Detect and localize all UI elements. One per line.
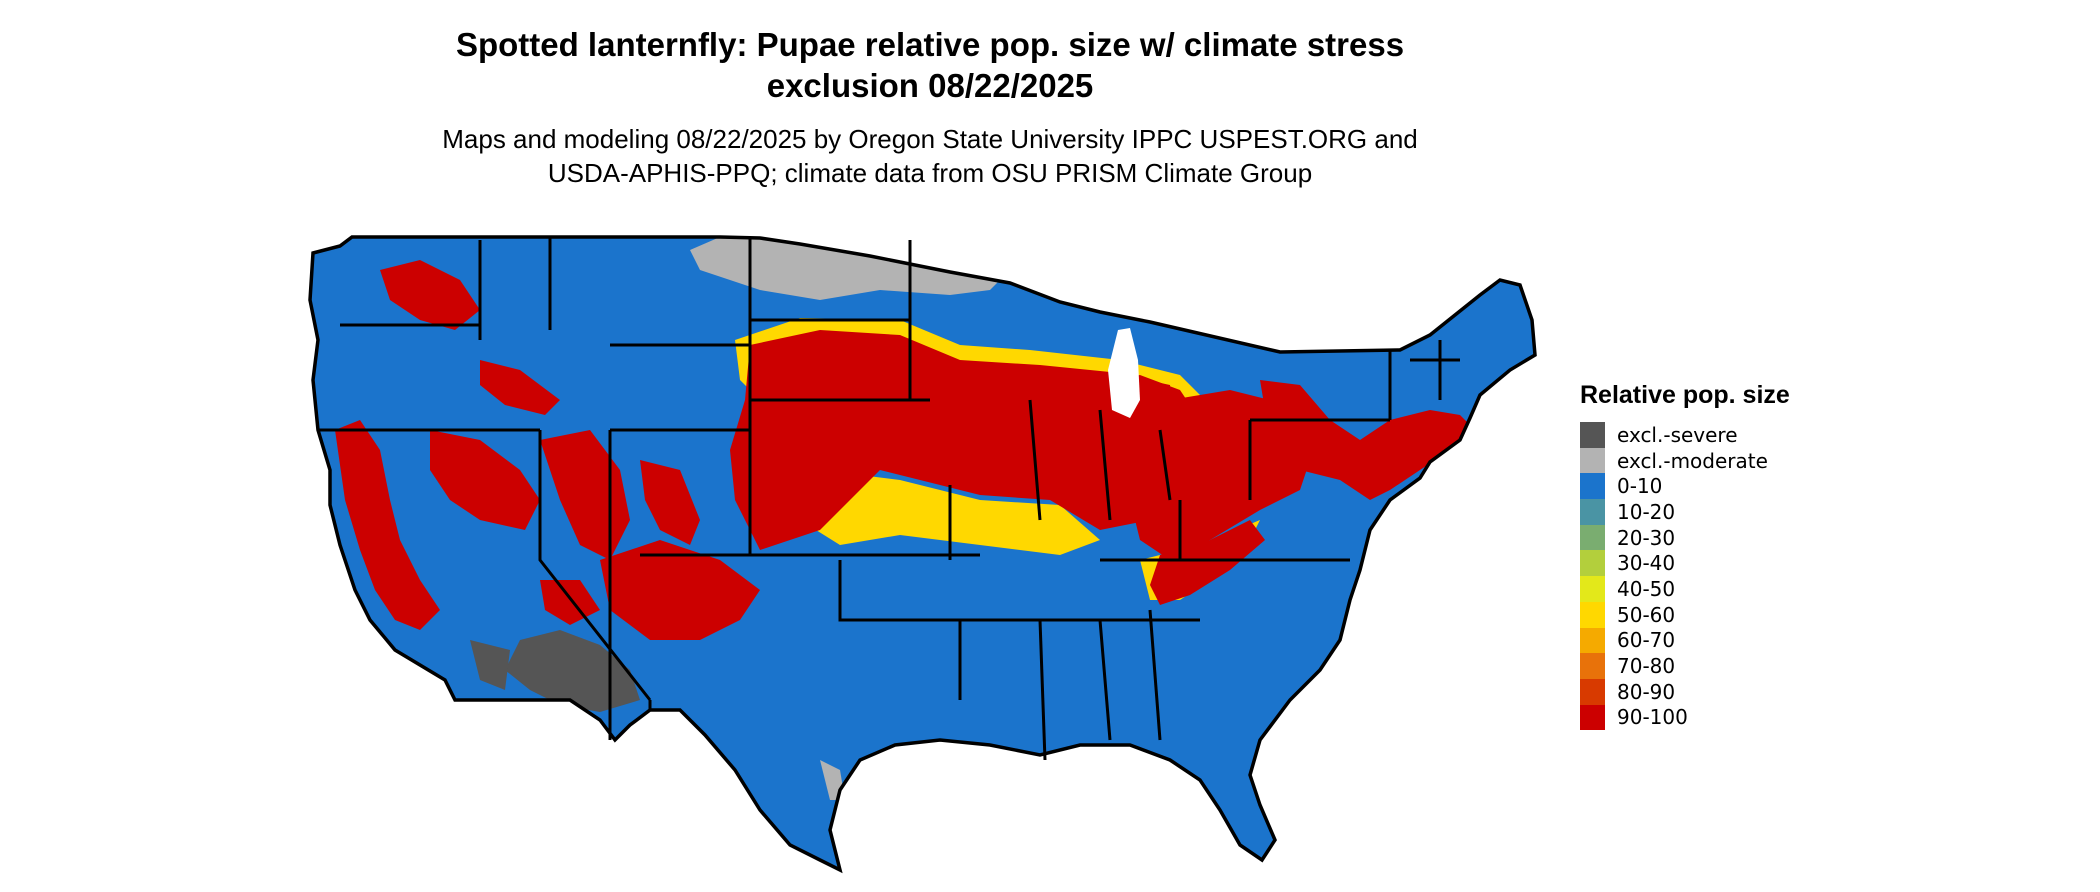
legend-label: excl.-severe	[1617, 422, 1738, 447]
legend-label: 80-90	[1617, 679, 1676, 704]
legend-swatch	[1580, 653, 1605, 679]
excl-severe-region	[470, 640, 510, 690]
legend-item: 90-100	[1580, 704, 1790, 731]
legend-label: 40-50	[1617, 576, 1676, 601]
legend-swatch	[1580, 704, 1605, 731]
state-border-line	[1158, 429, 1172, 501]
legend-label: 20-30	[1617, 525, 1676, 550]
legend-swatch	[1580, 473, 1605, 500]
legend-item: 40-50	[1580, 576, 1790, 602]
legend-item: 70-80	[1580, 653, 1790, 679]
state-border-line	[1038, 619, 1047, 761]
legend-item: 10-20	[1580, 499, 1790, 525]
lake-michigan	[1108, 328, 1140, 418]
legend-item: 50-60	[1580, 601, 1790, 628]
legend-swatch	[1580, 601, 1605, 628]
state-borders	[318, 237, 1460, 761]
legend-item: 0-10	[1580, 473, 1790, 500]
state-border-line	[1148, 609, 1162, 741]
legend-item: excl.-severe	[1580, 422, 1790, 448]
high-pop-region	[1150, 520, 1265, 605]
legend-swatch	[1580, 524, 1605, 551]
legend-swatch	[1580, 550, 1605, 577]
legend-label: 50-60	[1617, 602, 1676, 627]
high-pop-region	[540, 580, 600, 625]
high-pop-region	[730, 330, 1175, 550]
legend-swatch	[1580, 627, 1605, 654]
legend-swatch	[1580, 678, 1605, 705]
legend-label: 70-80	[1617, 654, 1676, 679]
legend-item: 20-30	[1580, 524, 1790, 551]
legend-label: 10-20	[1617, 499, 1676, 524]
high-pop-region	[1260, 380, 1475, 500]
legend-swatch	[1580, 576, 1605, 602]
legend-label: 30-40	[1617, 551, 1676, 576]
legend-item: 60-70	[1580, 627, 1790, 654]
legend-item: excl.-moderate	[1580, 447, 1790, 474]
high-pop-region	[540, 430, 630, 560]
legend-swatch	[1580, 422, 1605, 448]
legend-label: 0-10	[1617, 474, 1663, 499]
high-pop-region	[640, 460, 700, 545]
map-title-line-2: exclusion 08/22/2025	[766, 67, 1094, 104]
legend-item: 30-40	[1580, 550, 1790, 577]
legend-swatch	[1580, 499, 1605, 525]
high-pop-region	[380, 260, 480, 330]
state-border-line	[1098, 619, 1112, 741]
state-border-line	[838, 560, 962, 700]
high-pop-region	[430, 430, 540, 530]
legend-label: excl.-moderate	[1617, 448, 1768, 473]
high-pop-region	[1130, 390, 1310, 560]
map-subtitle-line-1: Maps and modeling 08/22/2025 by Oregon S…	[442, 124, 1418, 154]
state-border-line	[1098, 409, 1112, 521]
high-pop-region	[600, 540, 760, 640]
legend-title: Relative pop. size	[1580, 381, 1790, 409]
high-pop-region	[335, 420, 440, 630]
high-pop-region	[480, 360, 560, 415]
legend-item: 80-90	[1580, 678, 1790, 705]
state-border-line	[1028, 399, 1042, 521]
legend-label: 90-100	[1617, 705, 1688, 730]
legend-swatch	[1580, 447, 1605, 474]
map-title-line-1: Spotted lanternfly: Pupae relative pop. …	[455, 26, 1405, 63]
excl-severe-region	[505, 630, 640, 712]
legend-label: 60-70	[1617, 628, 1676, 653]
legend: Relative pop. size excl.-severe excl.-mod…	[1580, 380, 1790, 731]
map-subtitle-line-2: USDA-APHIS-PPQ; climate data from OSU PR…	[547, 158, 1313, 188]
state-border-line	[538, 430, 652, 701]
us-population-map	[308, 235, 1537, 872]
